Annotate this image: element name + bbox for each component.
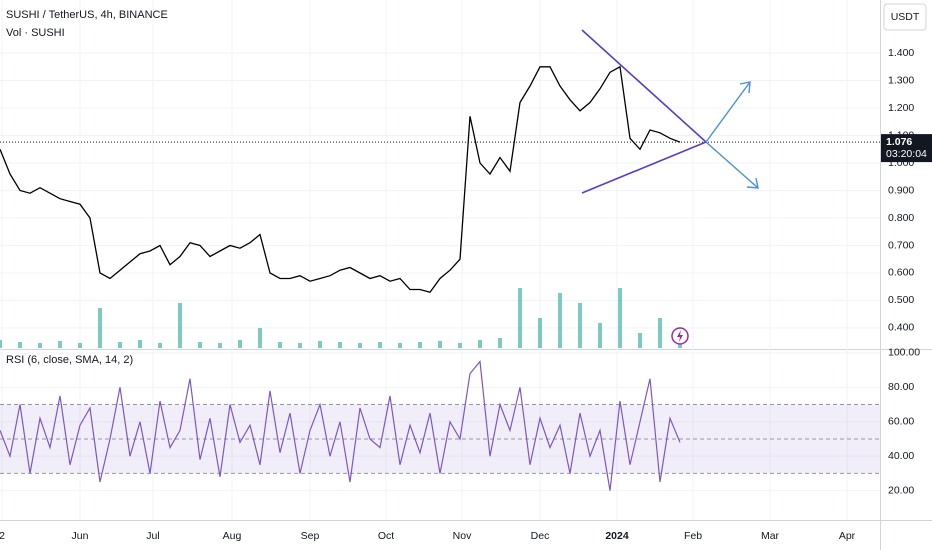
volume-bar xyxy=(518,288,522,348)
volume-bar xyxy=(78,343,82,348)
volume-bar xyxy=(178,303,182,348)
x-tick-label: 2024 xyxy=(605,530,629,542)
volume-bar xyxy=(18,342,22,348)
x-tick-label: Dec xyxy=(531,530,550,542)
rsi-line xyxy=(0,360,681,491)
x-tick-label: 2 xyxy=(0,530,5,542)
currency: USDT xyxy=(891,11,920,23)
x-tick-label: Sep xyxy=(301,530,320,542)
grid xyxy=(0,0,880,520)
volume-bar xyxy=(418,342,422,348)
y-tick-label: 0.900 xyxy=(888,184,914,196)
overlay: 2 Jun Jul Aug Sep Oct Nov Dec 2024 Feb Mar Apr 0.400… xyxy=(0,47,932,542)
volume-bar xyxy=(318,341,322,348)
arrow-down xyxy=(705,141,759,189)
x-tick-label: Feb xyxy=(684,530,702,542)
volume-bar xyxy=(658,318,662,348)
volume-bar xyxy=(118,342,122,348)
x-tick-label: Jun xyxy=(72,530,89,542)
y-tick-label: 1.400 xyxy=(888,47,914,59)
alert-icon-bolt xyxy=(677,330,683,342)
x-tick-label: Aug xyxy=(223,530,242,542)
y-tick-label: 0.800 xyxy=(888,212,914,224)
volume-bar xyxy=(438,341,442,348)
volume-label: Vol · SUSHI xyxy=(6,27,65,39)
volume-bar xyxy=(198,342,202,348)
volume-bar xyxy=(98,308,102,348)
arrow-up xyxy=(705,81,751,143)
volume-bar xyxy=(158,343,162,348)
volume-bar xyxy=(598,323,602,348)
y-tick-label: 0.400 xyxy=(888,322,914,334)
y-tick-label: 1.200 xyxy=(888,102,914,114)
volume-bar xyxy=(278,342,282,348)
current-price-box xyxy=(881,134,932,163)
countdown-label: 03:20:04 xyxy=(886,148,927,160)
y-tick-label: 1.300 xyxy=(888,74,914,86)
x-tick-label: Apr xyxy=(839,530,856,542)
rsi-band xyxy=(0,404,880,474)
volume-bar xyxy=(138,340,142,348)
current-price-label: 1.076 xyxy=(886,136,912,148)
volume-bar xyxy=(358,343,362,348)
marks xyxy=(0,65,880,491)
chart-title: SUSHI / TetherUS, 4h, BINANCE xyxy=(6,9,168,21)
x-tick-label: Mar xyxy=(761,530,780,542)
volume-bar xyxy=(238,340,242,348)
volume-bar xyxy=(558,293,562,348)
rsi-tick-label: 40.00 xyxy=(888,450,914,462)
volume-bar xyxy=(258,328,262,348)
volume-bar xyxy=(478,340,482,348)
volume-bar xyxy=(498,338,502,348)
volume-bar xyxy=(578,303,582,348)
rsi-tick-label: 100.00 xyxy=(888,347,920,359)
x-tick-label: Nov xyxy=(453,530,472,542)
volume-bar xyxy=(338,342,342,348)
volume-bar xyxy=(58,341,62,348)
y-tick-label: 0.700 xyxy=(888,239,914,251)
y-tick-label: 0.600 xyxy=(888,267,914,279)
volume-bar xyxy=(298,343,302,348)
volume-bar xyxy=(0,340,2,348)
x-tick-label: Oct xyxy=(378,530,394,542)
volume-bar xyxy=(618,288,622,348)
volume-bar xyxy=(458,343,462,348)
currency-box[interactable] xyxy=(883,3,927,31)
volume-bar xyxy=(218,343,222,348)
volume-bar xyxy=(638,333,642,348)
volume-bar xyxy=(38,343,42,348)
trendline-lower xyxy=(581,141,707,194)
rsi-tick-label: 60.00 xyxy=(888,416,914,428)
price-line xyxy=(0,65,681,293)
x-tick-label: Jul xyxy=(146,530,159,542)
volume-bar xyxy=(378,342,382,348)
volume-bar xyxy=(398,343,402,348)
volume-bar xyxy=(538,318,542,348)
rsi-title: RSI (6, close, SMA, 14, 2) xyxy=(6,354,133,366)
y-tick-label: 0.500 xyxy=(888,294,914,306)
trendline-upper xyxy=(581,29,707,143)
rsi-tick-label: 80.00 xyxy=(888,381,914,393)
rsi-tick-label: 20.00 xyxy=(888,484,914,496)
